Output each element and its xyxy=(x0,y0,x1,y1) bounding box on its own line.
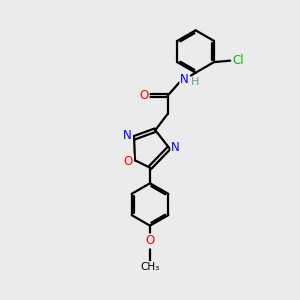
Text: N: N xyxy=(180,73,189,86)
Text: N: N xyxy=(123,129,132,142)
Text: N: N xyxy=(171,141,180,154)
Text: Cl: Cl xyxy=(232,54,244,67)
Text: O: O xyxy=(146,235,154,248)
Text: CH₃: CH₃ xyxy=(140,262,160,272)
Text: O: O xyxy=(124,155,133,168)
Text: O: O xyxy=(140,89,149,102)
Text: H: H xyxy=(190,77,199,87)
